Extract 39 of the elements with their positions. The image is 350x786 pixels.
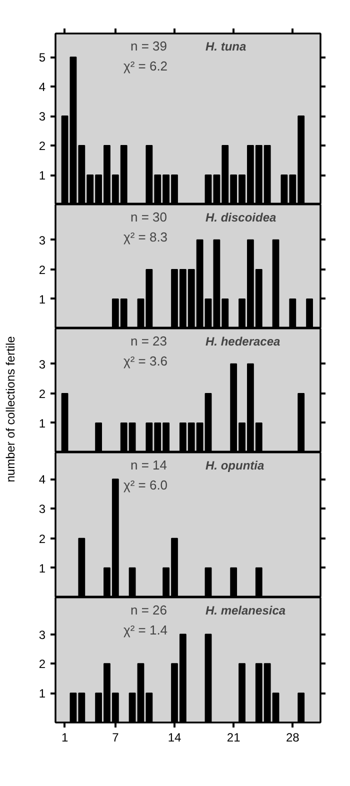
y-tick-label: 1 [38,561,46,576]
annotation: χ² = 8.3 [124,230,168,244]
x-tick-label: 7 [112,730,120,744]
y-tick-label: 4 [38,80,46,94]
annotation: χ² = 6.0 [124,478,168,492]
y-tick-label: 2 [38,262,46,277]
y-tick-label: 5 [38,50,46,65]
y-tick-label: 3 [38,357,46,372]
text: H. melanesica [206,604,286,618]
x-tick-label: 1 [61,730,68,744]
annotation: n = 26 [130,602,168,618]
y-tick-label: 2 [38,386,46,401]
y-tick-label: 2 [38,532,46,546]
y-axis-title: number of collections fertile [4,336,18,482]
y-tick-label: 3 [38,233,46,248]
y-tick-label: 1 [38,168,46,183]
annotation: n = 39 [130,38,168,54]
y-tick-label: 3 [38,110,46,124]
annotation: n = 23 [130,334,168,348]
x-tick-label: 14 [168,730,182,744]
y-tick-label: 3 [38,502,46,516]
text: H. hederacea [206,334,281,348]
y-tick-label: 1 [38,292,46,306]
y-tick-label: 2 [38,139,46,154]
text: H. discoidea [206,210,277,224]
annotation: χ² = 3.6 [124,354,168,368]
y-tick-label: 1 [38,686,46,701]
y-tick-label: 3 [38,628,46,642]
y-tick-label: 1 [38,416,46,430]
x-tick-label: 28 [286,730,300,744]
y-tick-label: 2 [38,657,46,672]
annotation: n = 14 [130,458,168,472]
text: H. tuna [206,40,246,54]
x-tick-label: 21 [226,730,241,744]
annotation: n = 30 [130,210,168,224]
annotation: χ² = 1.4 [124,622,168,638]
text: H. opuntia [206,458,264,472]
y-tick-label: 4 [38,472,46,487]
annotation: χ² = 6.2 [124,58,168,74]
